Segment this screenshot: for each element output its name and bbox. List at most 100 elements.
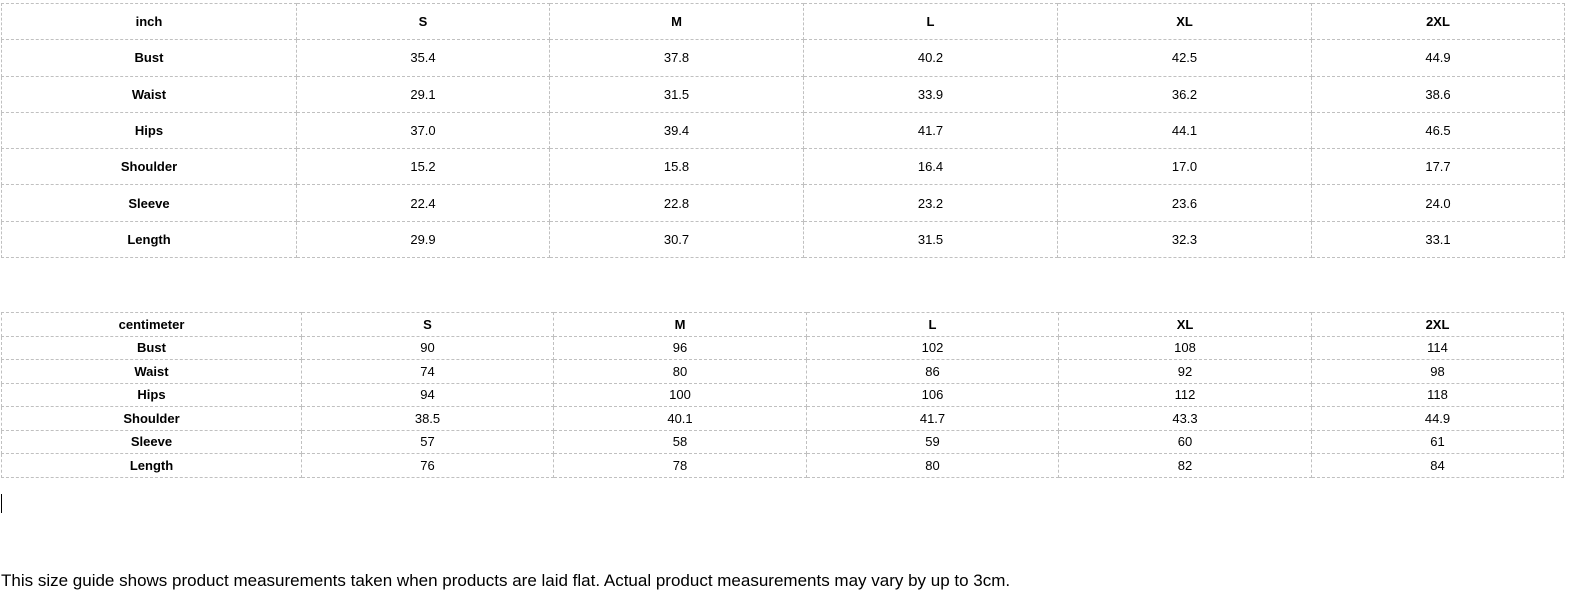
table-cell: 24.0 <box>1311 184 1565 222</box>
table-row: Sleeve 57 58 59 60 61 <box>1 429 1564 454</box>
table-cell: 44.1 <box>1057 111 1312 150</box>
table-cell: 86 <box>806 359 1059 384</box>
table-cell: 90 <box>301 335 554 360</box>
table-cell: 40.2 <box>803 39 1058 77</box>
table-header-row: inch S M L XL 2XL <box>1 2 1565 41</box>
row-label-cell: Waist <box>1 75 297 113</box>
table-cell: 80 <box>806 453 1059 478</box>
table-cell: 22.4 <box>296 184 550 222</box>
table-cell: 96 <box>553 335 807 360</box>
table-cell: 31.5 <box>803 220 1058 259</box>
table-cell: 80 <box>553 359 807 384</box>
text-cursor <box>1 494 2 513</box>
size-table-centimeter: centimeter S M L XL 2XL Bust 90 96 102 108 114 Waist… <box>1 312 1564 478</box>
table-cell: 29.1 <box>296 75 550 113</box>
table-row: Waist 29.1 31.5 33.9 36.2 38.6 <box>1 75 1565 113</box>
table-row: Shoulder 38.5 40.1 41.7 43.3 44.9 <box>1 406 1564 431</box>
table-cell: 15.2 <box>296 148 550 186</box>
table-cell: 22.8 <box>549 184 804 222</box>
table-cell: 40.1 <box>553 406 807 431</box>
table-cell: 33.1 <box>1311 220 1565 259</box>
table-cell: 58 <box>553 429 807 454</box>
table-cell: M <box>553 312 807 337</box>
row-label-cell: Bust <box>1 335 302 360</box>
table-cell: XL <box>1057 2 1312 41</box>
row-label-cell: inch <box>1 2 297 41</box>
table-cell: 74 <box>301 359 554 384</box>
table-cell: 23.6 <box>1057 184 1312 222</box>
table-row: Hips 94 100 106 112 118 <box>1 382 1564 407</box>
row-label-cell: Length <box>1 220 297 259</box>
table-cell: 59 <box>806 429 1059 454</box>
row-label-cell: Bust <box>1 39 297 77</box>
row-label-cell: Shoulder <box>1 148 297 186</box>
table-cell: 44.9 <box>1311 39 1565 77</box>
table-cell: 98 <box>1311 359 1564 384</box>
table-cell: 84 <box>1311 453 1564 478</box>
table-row: Bust 90 96 102 108 114 <box>1 335 1564 360</box>
row-label-cell: Waist <box>1 359 302 384</box>
table-cell: 15.8 <box>549 148 804 186</box>
table-cell: 23.2 <box>803 184 1058 222</box>
table-row: Length 29.9 30.7 31.5 32.3 33.1 <box>1 220 1565 259</box>
table-cell: 37.8 <box>549 39 804 77</box>
table-cell: 78 <box>553 453 807 478</box>
table-cell: 41.7 <box>806 406 1059 431</box>
table-cell: L <box>806 312 1059 337</box>
table-cell: 114 <box>1311 335 1564 360</box>
table-cell: L <box>803 2 1058 41</box>
table-header-row: centimeter S M L XL 2XL <box>1 312 1564 337</box>
table-cell: 38.6 <box>1311 75 1565 113</box>
table-cell: 33.9 <box>803 75 1058 113</box>
table-cell: 17.0 <box>1057 148 1312 186</box>
table-cell: 35.4 <box>296 39 550 77</box>
row-label-cell: Length <box>1 453 302 478</box>
table-row: Hips 37.0 39.4 41.7 44.1 46.5 <box>1 111 1565 150</box>
table-row: Waist 74 80 86 92 98 <box>1 359 1564 384</box>
table-cell: 36.2 <box>1057 75 1312 113</box>
table-cell: 76 <box>301 453 554 478</box>
size-table-inch: inch S M L XL 2XL Bust 35.4 37.8 40.2 42.5 44.9 Wais… <box>1 2 1565 259</box>
table-cell: 112 <box>1058 382 1312 407</box>
table-cell: S <box>296 2 550 41</box>
table-row: Sleeve 22.4 22.8 23.2 23.6 24.0 <box>1 184 1565 222</box>
table-cell: 39.4 <box>549 111 804 150</box>
table-cell: 37.0 <box>296 111 550 150</box>
row-label-cell: Shoulder <box>1 406 302 431</box>
table-cell: 29.9 <box>296 220 550 259</box>
table-cell: 30.7 <box>549 220 804 259</box>
table-cell: 57 <box>301 429 554 454</box>
table-cell: 17.7 <box>1311 148 1565 186</box>
table-row: Shoulder 15.2 15.8 16.4 17.0 17.7 <box>1 148 1565 186</box>
table-cell: 32.3 <box>1057 220 1312 259</box>
table-cell: 82 <box>1058 453 1312 478</box>
table-cell: 46.5 <box>1311 111 1565 150</box>
row-label-cell: Hips <box>1 111 297 150</box>
table-cell: 2XL <box>1311 2 1565 41</box>
table-cell: XL <box>1058 312 1312 337</box>
table-cell: 100 <box>553 382 807 407</box>
table-cell: 38.5 <box>301 406 554 431</box>
table-row: Bust 35.4 37.8 40.2 42.5 44.9 <box>1 39 1565 77</box>
size-guide-note: This size guide shows product measuremen… <box>1 571 1011 590</box>
row-label-cell: Hips <box>1 382 302 407</box>
table-cell: 108 <box>1058 335 1312 360</box>
table-cell: 118 <box>1311 382 1564 407</box>
table-cell: 44.9 <box>1311 406 1564 431</box>
table-cell: 94 <box>301 382 554 407</box>
table-cell: M <box>549 2 804 41</box>
table-cell: 2XL <box>1311 312 1564 337</box>
table-cell: 41.7 <box>803 111 1058 150</box>
row-label-cell: Sleeve <box>1 429 302 454</box>
table-row: Length 76 78 80 82 84 <box>1 453 1564 478</box>
table-cell: 61 <box>1311 429 1564 454</box>
table-cell: 92 <box>1058 359 1312 384</box>
table-cell: 16.4 <box>803 148 1058 186</box>
table-cell: 102 <box>806 335 1059 360</box>
table-cell: 31.5 <box>549 75 804 113</box>
table-cell: 42.5 <box>1057 39 1312 77</box>
row-label-cell: Sleeve <box>1 184 297 222</box>
table-cell: S <box>301 312 554 337</box>
table-cell: 106 <box>806 382 1059 407</box>
table-cell: 60 <box>1058 429 1312 454</box>
